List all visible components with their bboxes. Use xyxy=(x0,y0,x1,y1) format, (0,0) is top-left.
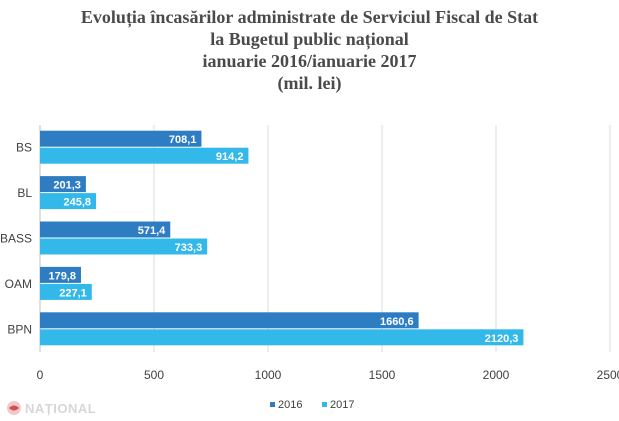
data-label-2016-bass: 571,4 xyxy=(138,225,166,237)
category-label-bass: BASS xyxy=(0,232,32,246)
data-label-2016-bl: 201,3 xyxy=(53,180,81,192)
title-line-3: ianuarie 2016/ianuarie 2017 xyxy=(202,51,417,71)
x-tick-label-2000: 2000 xyxy=(483,368,510,382)
watermark-text: NAȚIONAL xyxy=(25,400,97,416)
bar-2017-bpn xyxy=(40,329,524,346)
bar-2016-bass xyxy=(40,221,171,238)
title-line-2: la Bugetul public național xyxy=(210,29,409,49)
bar-2016-bl xyxy=(40,176,86,193)
bar-2017-bl xyxy=(40,193,97,210)
data-label-2017-bs: 914,2 xyxy=(216,151,244,163)
data-label-2016-oam: 179,8 xyxy=(48,270,76,282)
legend-swatch-2016 xyxy=(270,402,275,407)
category-label-bpn: BPN xyxy=(7,322,32,336)
bar-2017-bass xyxy=(40,238,208,255)
flag-globe-icon xyxy=(7,401,21,415)
data-label-2017-bpn: 2120,3 xyxy=(485,333,519,345)
data-label-2017-oam: 227,1 xyxy=(59,287,87,299)
data-label-2016-bs: 708,1 xyxy=(169,134,197,146)
x-tick-label-1500: 1500 xyxy=(369,368,396,382)
legend-label-2016: 2016 xyxy=(278,399,302,411)
x-tick-label-500: 500 xyxy=(144,368,164,382)
bar-2016-oam xyxy=(40,266,81,283)
x-tick-label-1000: 1000 xyxy=(255,368,282,382)
category-label-bs: BS xyxy=(16,141,32,155)
legend-swatch-2017 xyxy=(322,402,327,407)
bar-2016-bpn xyxy=(40,312,419,329)
title-line-1: Evoluția încasărilor administrate de Ser… xyxy=(80,7,539,27)
watermark-logo: NAȚIONAL xyxy=(6,398,96,418)
bar-2017-oam xyxy=(40,283,92,300)
category-label-oam: OAM xyxy=(5,277,32,291)
bar-2017-bs xyxy=(40,147,249,164)
data-label-2016-bpn: 1660,6 xyxy=(380,316,414,328)
data-label-2017-bass: 733,3 xyxy=(175,242,203,254)
legend-label-2017: 2017 xyxy=(330,399,354,411)
data-label-2017-bl: 245,8 xyxy=(64,197,92,209)
category-label-bl: BL xyxy=(17,186,32,200)
chart-title: Evoluția încasărilor administrate de Ser… xyxy=(0,6,619,94)
title-line-4: (mil. lei) xyxy=(277,73,342,93)
bar-2016-bs xyxy=(40,130,202,147)
x-tick-label-2500: 2500 xyxy=(597,368,619,382)
x-tick-label-0: 0 xyxy=(37,368,44,382)
